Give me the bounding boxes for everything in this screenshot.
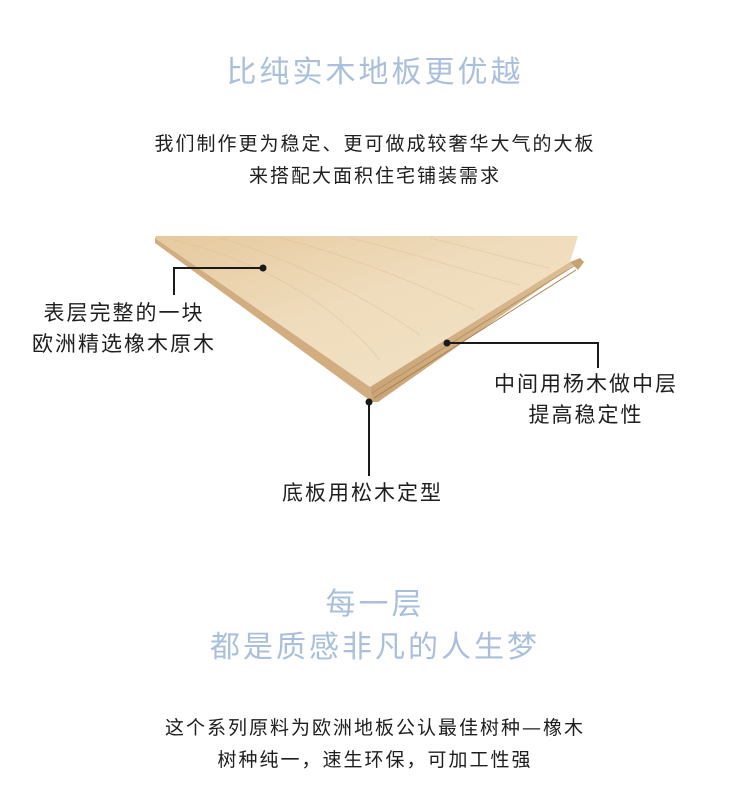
callout-lines: [173, 267, 599, 476]
plank-top-face: [155, 236, 578, 387]
intro-line-1: 我们制作更为稳定、更可做成较奢华大气的大板: [154, 133, 596, 155]
layer-line-2: [373, 269, 577, 399]
callout-top-layer: 表层完整的一块 欧洲精选橡木原木: [32, 298, 216, 360]
headline-bottom-line-1: 每一层: [325, 587, 425, 622]
wood-grain: [174, 237, 551, 361]
callout-top-line-2: 欧洲精选橡木原木: [32, 332, 216, 356]
tongue-groove: [570, 258, 584, 270]
intro-paragraph: 我们制作更为稳定、更可做成较奢华大气的大板 来搭配大面积住宅铺装需求: [0, 128, 750, 192]
headline-top: 比纯实木地板更优越: [226, 55, 524, 90]
headline-bottom-line-2: 都是质感非凡的人生梦: [210, 630, 540, 665]
callout-middle-line-2: 提高稳定性: [528, 403, 644, 427]
closing-line-1: 这个系列原料为欧洲地板公认最佳树种—橡木: [164, 717, 585, 739]
plank-front-edge: [155, 238, 372, 402]
callout-middle-layer: 中间用杨木做中层 提高稳定性: [494, 369, 678, 431]
callout-top-line-1: 表层完整的一块: [43, 301, 205, 325]
intro-line-2: 来搭配大面积住宅铺装需求: [248, 165, 501, 187]
callout-middle-line-1: 中间用杨木做中层: [494, 372, 678, 396]
layer-line-1: [371, 265, 575, 394]
closing-line-2: 树种纯一，速生环保，可加工性强: [217, 749, 533, 771]
callout-bottom-layer: 底板用松木定型: [282, 481, 443, 505]
closing-paragraph: 这个系列原料为欧洲地板公认最佳树种—橡木 树种纯一，速生环保，可加工性强: [0, 712, 750, 776]
callout-dots: [259, 264, 451, 406]
